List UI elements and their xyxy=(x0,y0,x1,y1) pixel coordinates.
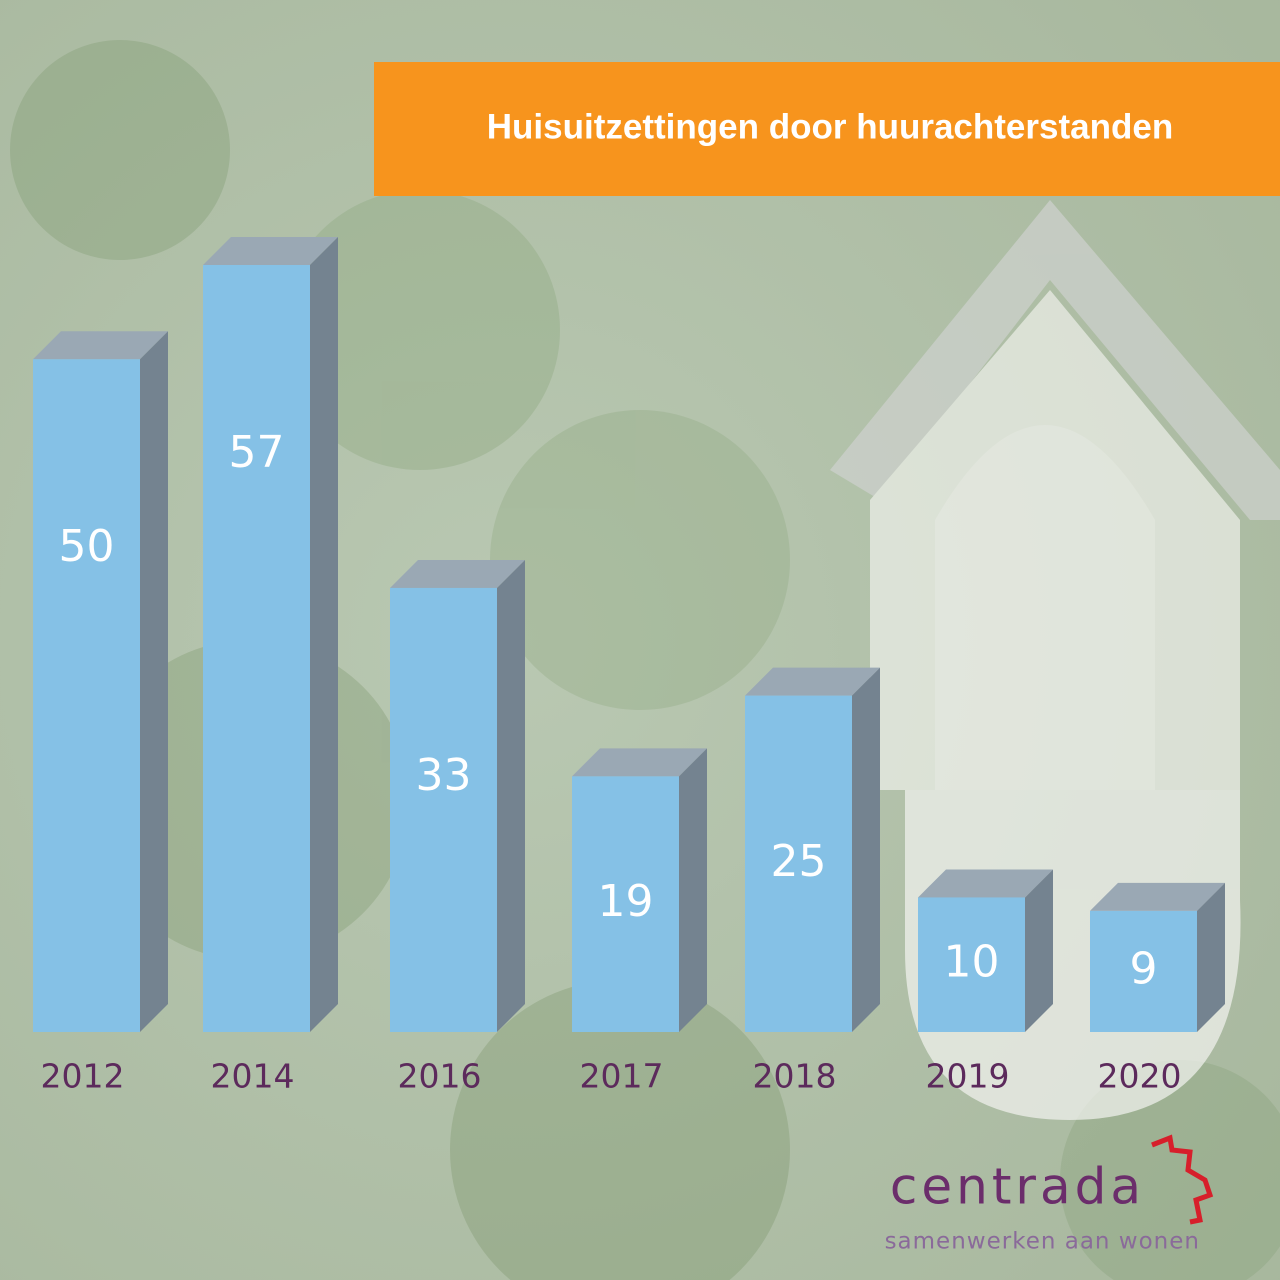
bar-top xyxy=(390,559,525,588)
bar-top xyxy=(572,748,707,777)
x-tick-label: 2012 xyxy=(41,1057,125,1096)
x-tick-label: 2017 xyxy=(580,1057,664,1096)
value-label: 19 xyxy=(598,876,654,927)
x-tick-label: 2019 xyxy=(926,1057,1010,1096)
bar-top xyxy=(918,869,1053,898)
x-tick-label: 2016 xyxy=(398,1057,482,1096)
bar xyxy=(918,897,1025,1032)
bar xyxy=(572,776,679,1032)
bar xyxy=(745,695,852,1032)
value-label: 33 xyxy=(416,750,472,801)
bar-side xyxy=(1025,869,1053,1032)
bar xyxy=(203,265,310,1032)
value-label: 25 xyxy=(771,836,827,887)
x-tick-label: 2014 xyxy=(211,1057,295,1096)
value-label: 57 xyxy=(229,427,285,478)
logo-tagline: samenwerken aan wonen xyxy=(885,1229,1200,1255)
x-tick-label: 2018 xyxy=(753,1057,837,1096)
bar-side xyxy=(679,748,707,1032)
chart-title: Huisuitzettingen door huurachterstanden xyxy=(487,107,1173,146)
bar-side xyxy=(852,667,880,1032)
bar-side xyxy=(497,559,525,1032)
value-label: 10 xyxy=(944,937,1000,988)
bar xyxy=(33,359,140,1032)
bar-side xyxy=(1197,882,1225,1032)
bar-top xyxy=(203,237,338,265)
foliage xyxy=(10,40,1280,1280)
bar xyxy=(1090,910,1197,1032)
bar-top xyxy=(1090,882,1225,911)
bar xyxy=(390,587,497,1032)
logo-icon xyxy=(1151,1134,1214,1225)
bar-top xyxy=(745,667,880,696)
value-label: 50 xyxy=(59,521,115,572)
bar-top xyxy=(33,331,168,360)
bar-side xyxy=(140,331,168,1032)
title-box xyxy=(374,62,1280,196)
value-label: 9 xyxy=(1130,943,1158,994)
bar-side xyxy=(310,237,338,1032)
logo-name: centrada xyxy=(890,1158,1145,1216)
x-tick-label: 2020 xyxy=(1098,1057,1182,1096)
